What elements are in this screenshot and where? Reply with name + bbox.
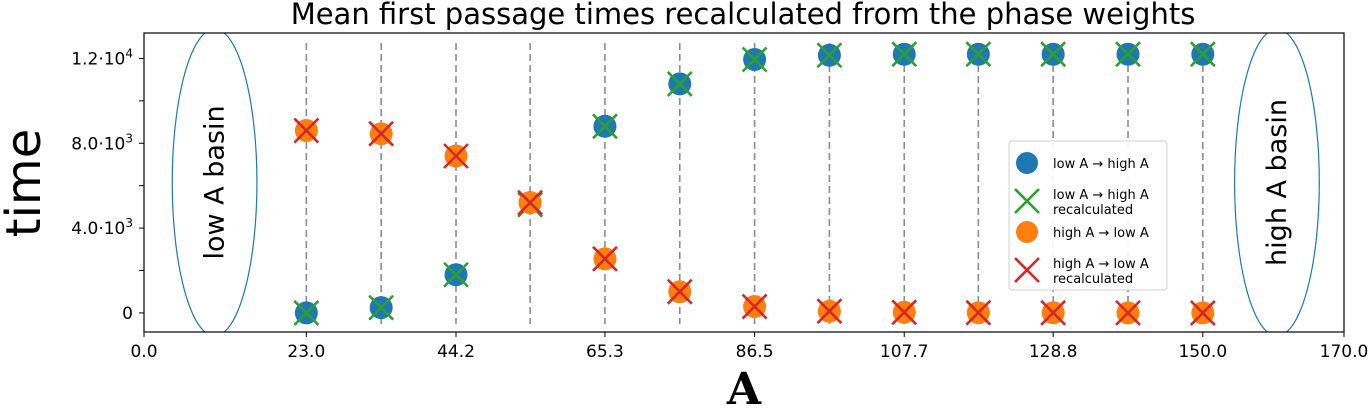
series-1-point-5 <box>666 70 693 97</box>
series-3-point-0 <box>293 117 320 144</box>
series-3-point-1 <box>368 120 395 147</box>
y-axis-ticks: 0 4.0·103 8.0·103 1.2·104 <box>71 46 144 324</box>
basin-label-1: high A basin <box>1262 99 1293 266</box>
x-axis-ticks: 0.0 23.0 44.2 65.3 86.5 107.7 128.8 150.0 170.0 <box>130 332 1368 362</box>
x-axis-label: A <box>726 364 762 415</box>
y-tick-label-2: 4.0·103 <box>71 216 133 239</box>
series-1-point-4 <box>592 113 618 140</box>
y-tick-label-4: 8.0·103 <box>71 131 133 154</box>
legend-label-0-0: low A → high A <box>1053 157 1149 172</box>
legend-marker-3 <box>1014 257 1040 283</box>
series-1-point-6 <box>741 46 768 73</box>
legend-box <box>1008 140 1168 291</box>
series-3-point-4 <box>592 245 618 272</box>
y-tick-label-6: 1.2·104 <box>71 46 133 69</box>
series-3-point-6 <box>741 293 768 320</box>
series-3-point-5 <box>666 278 693 305</box>
x-tick-label-8: 170.0 <box>1320 342 1369 362</box>
series-1-point-11 <box>1115 41 1141 68</box>
legend-item-0: low A → high A <box>1016 152 1149 174</box>
series-1-point-7 <box>816 42 843 69</box>
legend-label-1-0: low A → high A <box>1053 188 1149 203</box>
y-tick-label-0: 0 <box>122 304 133 324</box>
legend-label-3-1: recalculated <box>1053 272 1133 287</box>
basin-ellipse-1 <box>1234 33 1320 332</box>
x-tick-label-7: 150.0 <box>1178 342 1227 362</box>
data-markers <box>293 41 1216 326</box>
x-tick-label-4: 86.5 <box>736 342 774 362</box>
series-3-point-11 <box>1115 299 1141 326</box>
series-1-point-1 <box>368 294 395 321</box>
x-tick-label-0: 0.0 <box>130 342 157 362</box>
series-1-point-0 <box>293 299 320 326</box>
series-3-point-7 <box>816 298 843 325</box>
legend-item-2: high A → low A <box>1016 221 1149 243</box>
x-tick-label-6: 128.8 <box>1029 342 1078 362</box>
vertical-guide-lines <box>305 43 1204 324</box>
series-3-point-10 <box>1040 299 1067 326</box>
series-1-point-2 <box>443 261 469 288</box>
series-1-point-12 <box>1189 41 1216 68</box>
chart-title: Mean first passage times recalculated fr… <box>291 0 1196 31</box>
legend-label-2-0: high A → low A <box>1053 226 1149 241</box>
legend-marker-0 <box>1016 152 1038 174</box>
series-1-point-10 <box>1040 41 1067 68</box>
plot-frame <box>143 32 1345 333</box>
x-tick-label-1: 23.0 <box>287 342 325 362</box>
series-3-point-2 <box>443 143 469 169</box>
series-1-point-8 <box>891 41 918 68</box>
series-3-point-3 <box>517 189 544 216</box>
x-tick-label-3: 65.3 <box>586 342 624 362</box>
series-3-point-9 <box>965 299 992 326</box>
series-1-point-9 <box>965 41 992 68</box>
basin-label-0: low A basin <box>200 105 231 259</box>
y-axis-label: time <box>0 129 52 237</box>
series-3-point-12 <box>1189 299 1216 326</box>
basin-ellipse-0 <box>171 33 258 332</box>
x-tick-label-2: 44.2 <box>437 342 475 362</box>
legend-marker-2 <box>1016 221 1038 243</box>
series-3-point-8 <box>891 299 918 326</box>
legend-label-3-0: high A → low A <box>1053 257 1149 272</box>
x-tick-label-5: 107.7 <box>880 342 929 362</box>
legend-label-1-1: recalculated <box>1053 203 1133 218</box>
legend-marker-1 <box>1014 188 1040 214</box>
basin-annotations: low A basin high A basin <box>171 33 1320 332</box>
